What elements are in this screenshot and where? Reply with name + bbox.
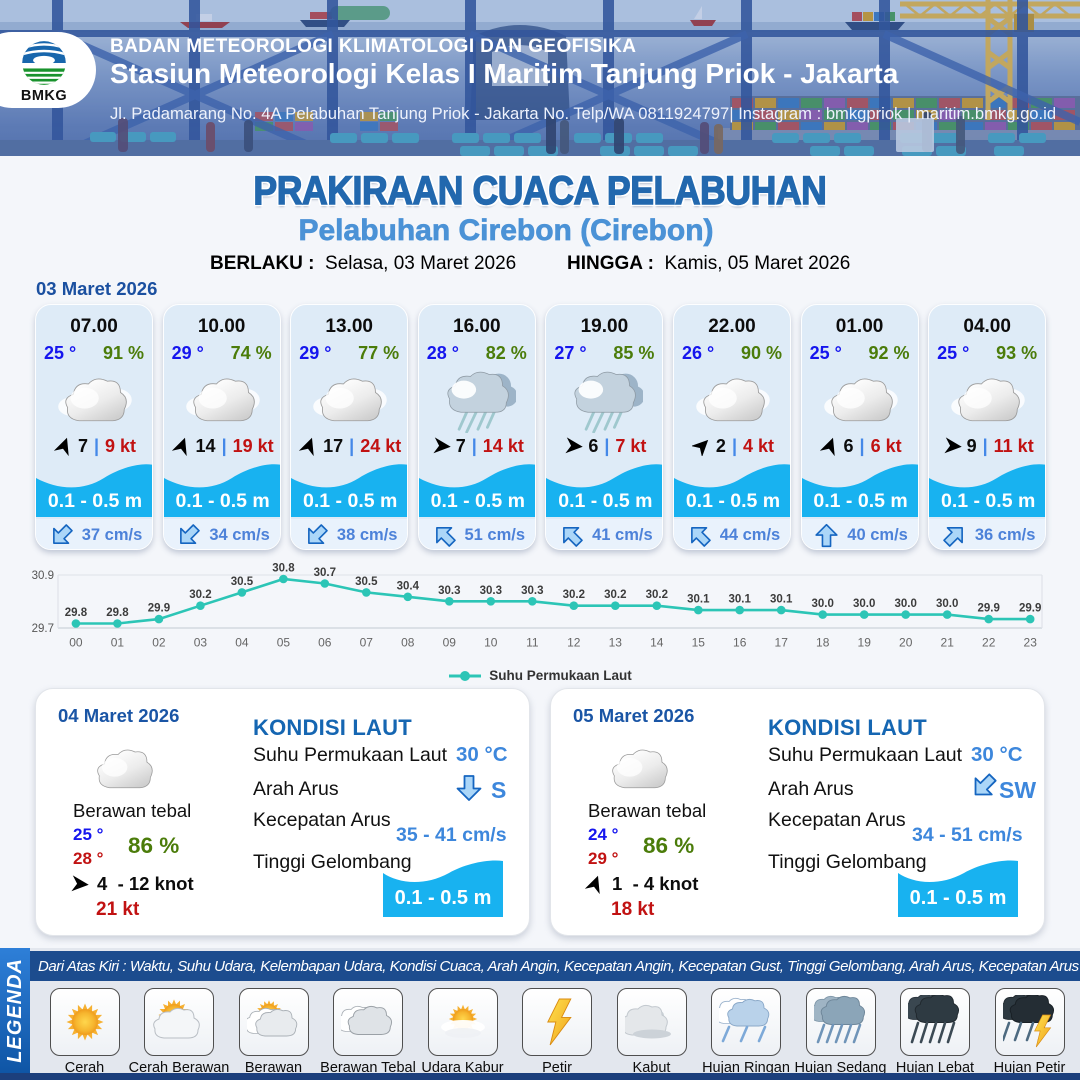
- svg-text:30.5: 30.5: [231, 576, 254, 588]
- svg-text:02: 02: [152, 636, 166, 650]
- svg-text:30.0: 30.0: [936, 598, 958, 610]
- svg-text:00: 00: [69, 636, 83, 650]
- svg-text:09: 09: [443, 636, 457, 650]
- svg-text:10: 10: [484, 636, 498, 650]
- svg-text:29.9: 29.9: [978, 603, 1000, 615]
- svg-text:29.8: 29.8: [65, 607, 88, 619]
- svg-text:30.3: 30.3: [521, 585, 543, 597]
- svg-text:12: 12: [567, 636, 581, 650]
- svg-text:30.0: 30.0: [895, 598, 917, 610]
- svg-text:30.0: 30.0: [812, 598, 834, 610]
- svg-text:29.8: 29.8: [106, 607, 129, 619]
- svg-text:22: 22: [982, 636, 996, 650]
- svg-text:30.3: 30.3: [480, 585, 502, 597]
- svg-text:30.9: 30.9: [32, 570, 54, 582]
- svg-text:30.1: 30.1: [770, 594, 793, 606]
- svg-text:03: 03: [194, 636, 208, 650]
- svg-text:05: 05: [277, 636, 291, 650]
- svg-text:30.7: 30.7: [314, 567, 336, 579]
- svg-text:30.1: 30.1: [729, 594, 752, 606]
- svg-text:11: 11: [526, 636, 539, 650]
- svg-text:16: 16: [733, 636, 747, 650]
- svg-text:07: 07: [360, 636, 374, 650]
- svg-text:30.1: 30.1: [687, 594, 710, 606]
- svg-text:29.9: 29.9: [148, 603, 170, 615]
- svg-text:30.2: 30.2: [646, 589, 668, 601]
- svg-text:18: 18: [816, 636, 830, 650]
- svg-text:30.8: 30.8: [272, 563, 295, 575]
- svg-text:30.3: 30.3: [438, 585, 460, 597]
- svg-text:14: 14: [650, 636, 664, 650]
- svg-text:29.7: 29.7: [32, 623, 54, 635]
- svg-text:17: 17: [775, 636, 789, 650]
- svg-text:30.2: 30.2: [189, 589, 211, 601]
- svg-text:23: 23: [1024, 636, 1038, 650]
- svg-text:30.2: 30.2: [604, 589, 626, 601]
- svg-text:30.2: 30.2: [563, 589, 585, 601]
- svg-text:30.4: 30.4: [397, 580, 420, 592]
- svg-text:30.5: 30.5: [355, 576, 378, 588]
- svg-text:06: 06: [318, 636, 332, 650]
- svg-text:01: 01: [111, 636, 125, 650]
- svg-text:30.0: 30.0: [853, 598, 875, 610]
- svg-text:08: 08: [401, 636, 415, 650]
- svg-text:19: 19: [858, 636, 872, 650]
- svg-text:15: 15: [692, 636, 706, 650]
- svg-text:21: 21: [941, 636, 955, 650]
- svg-text:29.9: 29.9: [1019, 603, 1041, 615]
- svg-text:20: 20: [899, 636, 913, 650]
- svg-text:04: 04: [235, 636, 249, 650]
- svg-text:13: 13: [609, 636, 623, 650]
